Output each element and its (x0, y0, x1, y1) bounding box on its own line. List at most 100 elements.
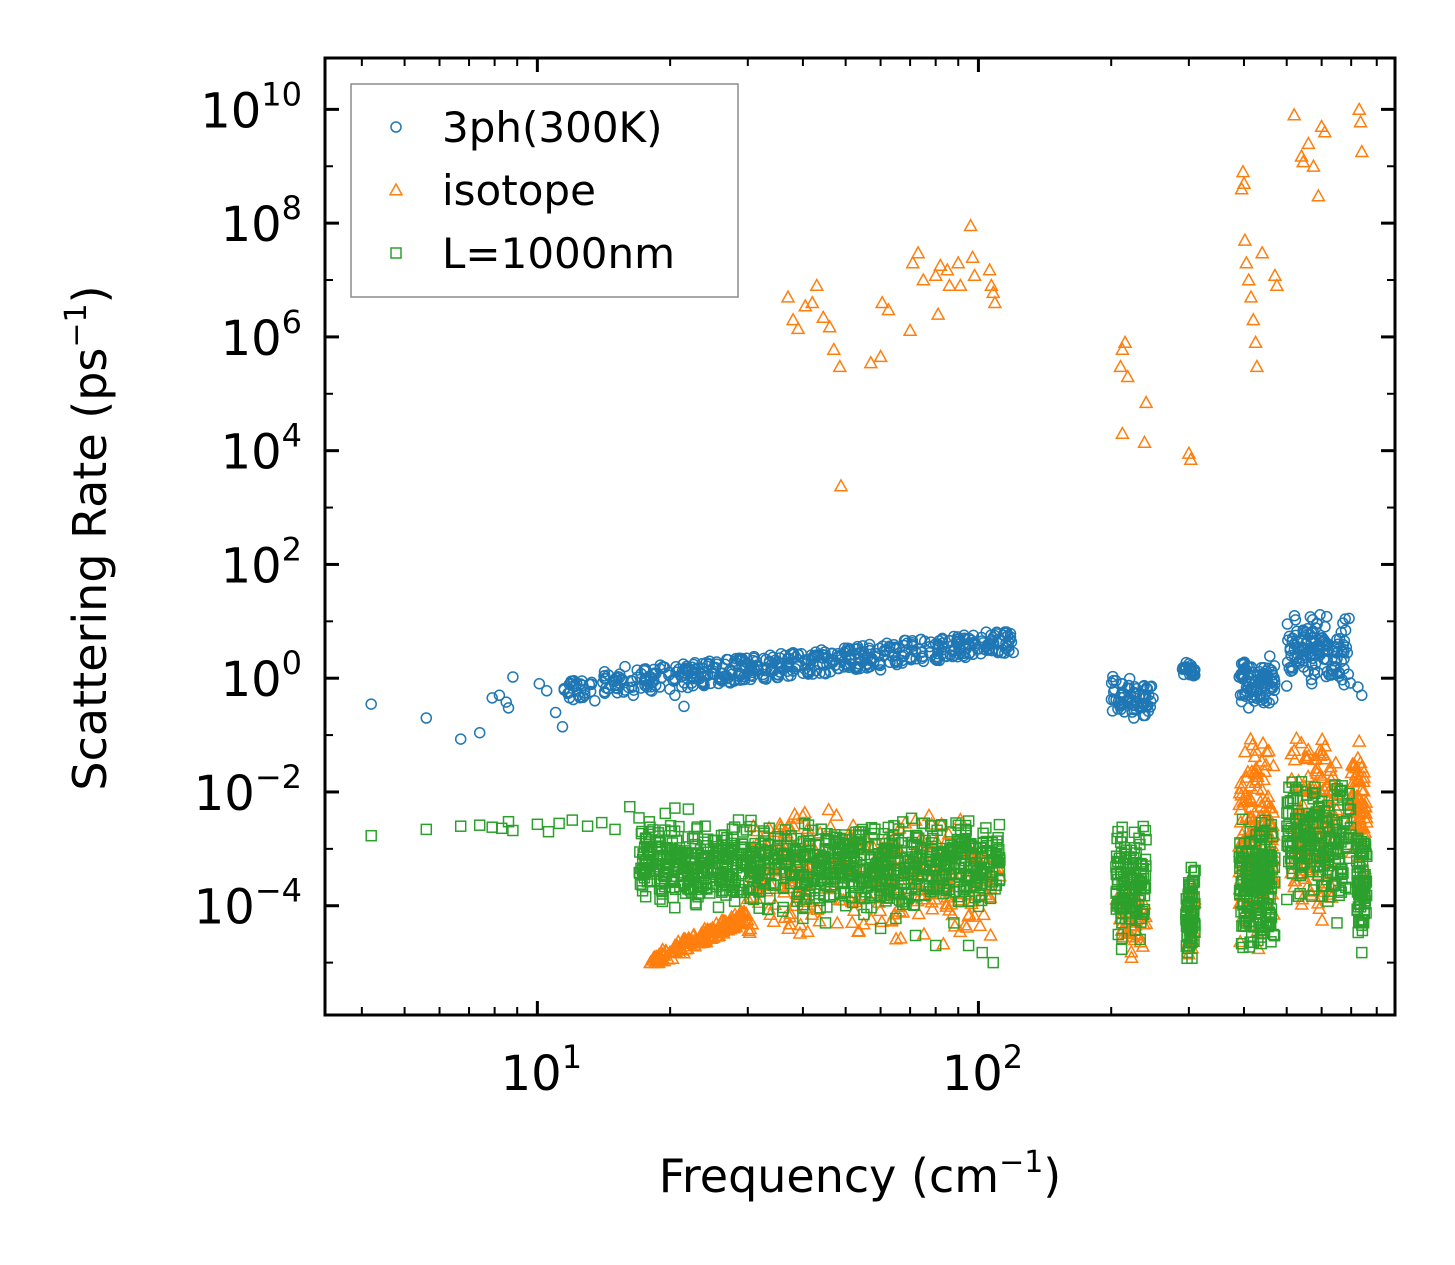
data-point-series-1 (779, 649, 791, 662)
data-point-series-2 (812, 913, 827, 927)
data-point-series-2 (829, 807, 844, 821)
data-point-series-2 (967, 267, 982, 282)
data-point-series-1 (1306, 677, 1318, 690)
data-point-series-3 (785, 832, 797, 845)
data-point-series-2 (742, 924, 758, 939)
data-point-series-3 (977, 827, 989, 840)
data-point-series-3 (643, 859, 655, 871)
data-point-series-3 (701, 833, 714, 845)
data-point-series-1 (1333, 633, 1346, 645)
data-point-series-2 (1258, 757, 1274, 771)
data-point-series-2 (680, 933, 696, 947)
data-point-series-3 (908, 838, 921, 851)
data-point-series-2 (1254, 245, 1270, 259)
data-point-series-2 (856, 916, 871, 930)
data-point-series-3 (1235, 906, 1247, 918)
data-point-series-1 (1343, 612, 1355, 625)
data-point-series-3 (725, 868, 738, 880)
data-point-series-3 (656, 895, 669, 908)
data-point-series-1 (1297, 655, 1309, 667)
legend-box (350, 83, 739, 298)
data-point-series-3 (830, 831, 843, 844)
data-point-series-1 (720, 670, 733, 682)
data-point-series-1 (739, 673, 751, 686)
data-point-series-2 (698, 931, 714, 945)
data-point-series-3 (1332, 847, 1344, 860)
data-point-series-1 (1299, 643, 1311, 656)
data-point-series-2 (1265, 804, 1281, 818)
data-point-series-3 (644, 821, 656, 833)
data-point-series-1 (1340, 641, 1353, 654)
data-point-series-1 (549, 706, 562, 719)
data-point-series-2 (1309, 765, 1325, 779)
data-point-series-3 (761, 903, 774, 916)
data-point-series-1 (1325, 669, 1337, 681)
data-point-series-3 (824, 891, 836, 903)
data-point-series-2 (947, 918, 963, 932)
data-point-series-3 (1318, 859, 1330, 871)
data-point-series-2 (1249, 359, 1265, 373)
data-point-series-1 (500, 696, 512, 708)
data-point-series-2 (1347, 757, 1362, 771)
data-point-series-3 (1123, 902, 1136, 914)
data-point-series-1 (1320, 670, 1332, 683)
data-point-series-3 (682, 831, 694, 843)
data-point-series-2 (888, 931, 904, 945)
data-point-series-3 (1110, 887, 1122, 899)
data-point-series-3 (745, 814, 757, 827)
data-marks (365, 101, 1374, 969)
data-point-series-2 (1235, 164, 1251, 178)
data-point-series-1 (746, 670, 759, 682)
data-point-series-2 (933, 257, 948, 272)
data-point-series-2 (983, 927, 998, 941)
data-point-series-1 (1116, 677, 1129, 690)
data-point-series-3 (841, 862, 853, 875)
data-point-series-1 (1314, 649, 1326, 661)
data-point-series-1 (533, 677, 546, 690)
data-point-series-1 (420, 712, 433, 724)
data-point-series-2 (893, 930, 908, 944)
data-point-series-3 (1289, 812, 1302, 825)
data-point-series-3 (699, 820, 711, 832)
data-point-series-3 (1294, 869, 1307, 882)
data-point-series-3 (1322, 895, 1334, 907)
y-tick-label: 10−4 (194, 872, 302, 936)
data-point-series-3 (797, 912, 809, 925)
data-point-series-1 (829, 659, 842, 672)
data-point-series-2 (795, 808, 810, 822)
data-point-series-2 (1137, 434, 1152, 448)
data-point-series-3 (1127, 859, 1139, 872)
data-point-series-3 (1300, 789, 1313, 801)
data-point-series-2 (711, 920, 726, 934)
data-point-series-1 (365, 698, 377, 710)
data-point-series-3 (677, 860, 690, 872)
data-point-series-2 (972, 918, 988, 932)
data-point-series-2 (1310, 895, 1326, 909)
data-point-series-2 (723, 918, 738, 933)
data-point-series-3 (835, 887, 847, 900)
data-point-series-2 (776, 884, 792, 898)
data-point-series-1 (906, 634, 919, 647)
y-tick-label: 106 (221, 303, 302, 367)
data-point-series-3 (1139, 824, 1152, 837)
data-point-series-1 (1314, 609, 1326, 621)
data-point-series-2 (1299, 749, 1314, 763)
data-point-series-3 (985, 878, 998, 891)
data-point-series-2 (881, 302, 896, 316)
data-point-series-2 (729, 914, 745, 928)
data-point-series-3 (1246, 845, 1258, 858)
data-point-series-3 (1305, 811, 1318, 823)
data-point-series-3 (1112, 825, 1124, 838)
data-point-series-1 (948, 643, 960, 656)
data-point-series-1 (1356, 689, 1368, 702)
data-point-series-3 (1125, 844, 1137, 857)
data-point-series-3 (1351, 834, 1363, 847)
data-point-series-2 (681, 930, 696, 944)
data-point-series-3 (473, 819, 486, 831)
data-point-series-3 (1116, 932, 1128, 945)
data-point-series-2 (962, 906, 977, 921)
data-point-series-2 (1353, 755, 1368, 769)
data-point-series-2 (1232, 785, 1247, 799)
data-point-series-2 (874, 914, 890, 928)
